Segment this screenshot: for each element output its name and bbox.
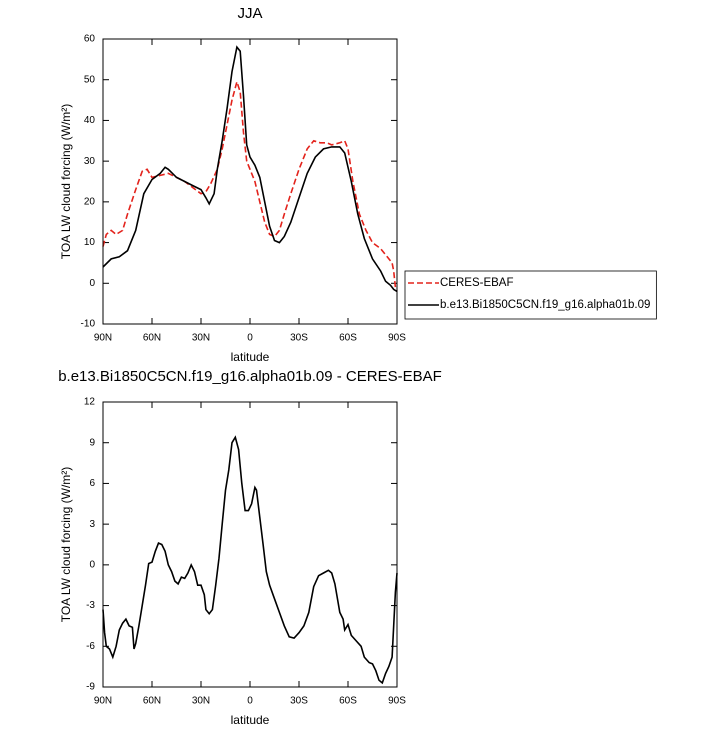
y-tick-label: 0	[89, 559, 95, 570]
x-tick-label: 0	[247, 696, 253, 707]
x-axis-label: latitude	[231, 350, 270, 364]
legend-label: CERES-EBAF	[440, 277, 514, 289]
data-line	[102, 435, 398, 685]
plot-frame	[102, 401, 398, 688]
x-tick-label: 30N	[192, 333, 210, 344]
y-tick-label: -10	[81, 319, 96, 330]
y-tick-label: 60	[84, 34, 96, 45]
x-tick-label: 30S	[290, 333, 308, 344]
legend-label: b.e13.Bi1850C5CN.f19_g16.alpha01b.09	[440, 299, 650, 311]
y-tick-label: -9	[86, 682, 95, 693]
y-axis-label: TOA LW cloud forcing (W/m²)	[59, 104, 73, 260]
chart-title: b.e13.Bi1850C5CN.f19_g16.alpha01b.09 - C…	[58, 368, 442, 385]
x-tick-label: 60N	[143, 333, 161, 344]
x-tick-label: 90N	[94, 696, 112, 707]
data-line	[102, 78, 398, 292]
x-tick-label: 60S	[339, 696, 357, 707]
y-tick-label: 3	[89, 519, 95, 530]
y-tick-label: -3	[86, 600, 95, 611]
x-axis-label: latitude	[231, 713, 270, 727]
y-axis-label: TOA LW cloud forcing (W/m²)	[59, 467, 73, 623]
y-tick-label: 6	[89, 478, 95, 489]
x-tick-label: 60S	[339, 333, 357, 344]
legend: CERES-EBAF b.e13.Bi1850C5CN.f19_g16.alpha…	[404, 270, 657, 320]
plot-frame	[102, 38, 398, 325]
y-tick-label: 10	[84, 237, 96, 248]
x-tick-label: 30N	[192, 696, 210, 707]
x-tick-label: 60N	[143, 696, 161, 707]
data-line	[102, 45, 398, 293]
x-tick-label: 30S	[290, 696, 308, 707]
y-tick-label: 40	[84, 115, 96, 126]
x-tick-label: 90N	[94, 333, 112, 344]
y-tick-label: 50	[84, 74, 96, 85]
chart-title: JJA	[237, 5, 262, 22]
x-tick-label: 90S	[388, 333, 406, 344]
y-tick-label: -6	[86, 641, 95, 652]
legend-box	[404, 270, 657, 320]
y-tick-label: 30	[84, 156, 96, 167]
y-tick-label: 0	[89, 278, 95, 289]
y-tick-label: 20	[84, 196, 96, 207]
x-tick-label: 90S	[388, 696, 406, 707]
x-tick-label: 0	[247, 333, 253, 344]
y-tick-label: 12	[84, 397, 96, 408]
y-tick-label: 9	[89, 437, 95, 448]
